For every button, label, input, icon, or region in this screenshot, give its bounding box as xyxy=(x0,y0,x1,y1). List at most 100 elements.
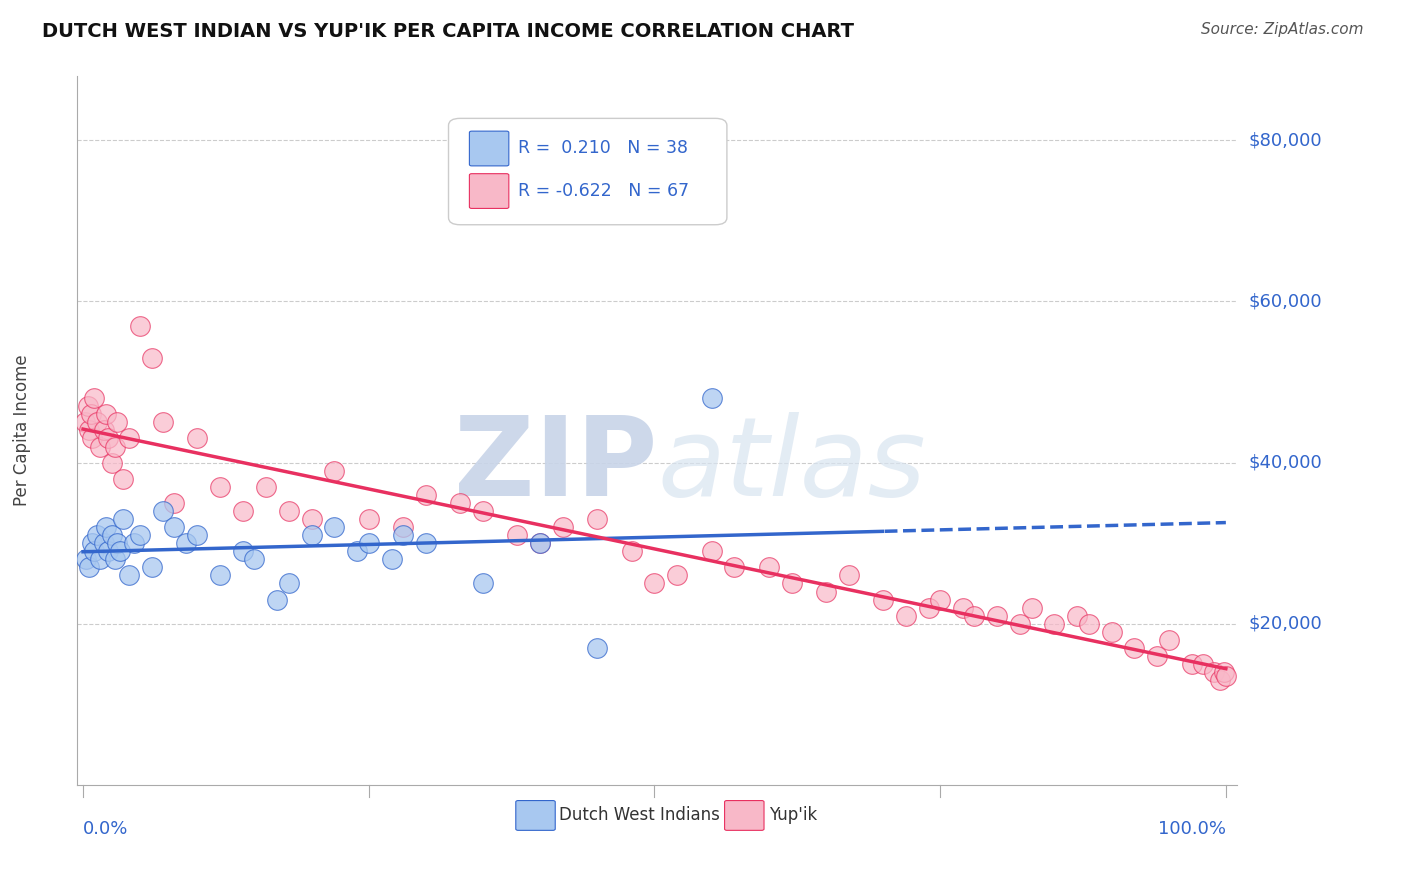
Point xyxy=(700,391,723,405)
FancyBboxPatch shape xyxy=(449,119,727,225)
Point xyxy=(506,528,529,542)
Point xyxy=(100,528,122,542)
Point xyxy=(666,568,689,582)
Point xyxy=(1123,640,1146,655)
Point xyxy=(186,528,208,542)
Text: Dutch West Indians: Dutch West Indians xyxy=(558,806,720,824)
Point xyxy=(77,560,100,574)
Point xyxy=(112,512,135,526)
Point xyxy=(952,600,974,615)
Point xyxy=(529,536,551,550)
Point xyxy=(243,552,266,566)
Point xyxy=(415,488,437,502)
Point xyxy=(758,560,780,574)
Point xyxy=(86,415,108,429)
Point xyxy=(104,552,127,566)
Point xyxy=(112,472,135,486)
Point xyxy=(1021,600,1043,615)
Text: DUTCH WEST INDIAN VS YUP'IK PER CAPITA INCOME CORRELATION CHART: DUTCH WEST INDIAN VS YUP'IK PER CAPITA I… xyxy=(42,22,855,41)
Point xyxy=(141,560,163,574)
Point xyxy=(780,576,803,591)
Point xyxy=(963,608,986,623)
Text: R = -0.622   N = 67: R = -0.622 N = 67 xyxy=(517,182,689,201)
Point xyxy=(1180,657,1202,671)
Point xyxy=(700,544,723,558)
Point xyxy=(1066,608,1088,623)
Point xyxy=(392,528,415,542)
Point xyxy=(232,504,254,518)
Point xyxy=(1043,616,1066,631)
Point xyxy=(105,415,128,429)
Point xyxy=(323,520,346,534)
Point xyxy=(301,528,323,542)
Point xyxy=(357,512,380,526)
Point xyxy=(586,512,609,526)
Point xyxy=(323,464,346,478)
Point xyxy=(254,480,277,494)
Point xyxy=(894,608,917,623)
Point xyxy=(1204,665,1226,680)
Point xyxy=(82,536,104,550)
Point xyxy=(301,512,323,526)
Text: $20,000: $20,000 xyxy=(1249,615,1322,632)
Point xyxy=(1146,648,1168,663)
FancyBboxPatch shape xyxy=(516,800,555,830)
Point xyxy=(80,407,103,421)
Text: R =  0.210   N = 38: R = 0.210 N = 38 xyxy=(517,139,688,157)
Point xyxy=(152,504,174,518)
Point xyxy=(277,576,299,591)
Point xyxy=(97,432,120,446)
Point xyxy=(163,520,186,534)
Point xyxy=(232,544,254,558)
Point xyxy=(814,584,837,599)
Point xyxy=(93,424,115,438)
Point xyxy=(986,608,1008,623)
FancyBboxPatch shape xyxy=(470,174,509,209)
FancyBboxPatch shape xyxy=(724,800,763,830)
Point xyxy=(163,496,186,510)
Point xyxy=(94,520,117,534)
Point xyxy=(1192,657,1215,671)
Point xyxy=(472,576,495,591)
Point xyxy=(86,528,108,542)
Point xyxy=(108,544,131,558)
Point xyxy=(620,544,643,558)
Point xyxy=(209,568,232,582)
Point xyxy=(346,544,368,558)
Point xyxy=(152,415,174,429)
Point xyxy=(89,552,111,566)
Point xyxy=(209,480,232,494)
Text: Per Capita Income: Per Capita Income xyxy=(13,355,31,506)
Point xyxy=(174,536,197,550)
Point xyxy=(529,536,551,550)
Point xyxy=(118,432,141,446)
Point xyxy=(357,536,380,550)
Point xyxy=(277,504,299,518)
Point xyxy=(77,424,100,438)
Text: Source: ZipAtlas.com: Source: ZipAtlas.com xyxy=(1201,22,1364,37)
Text: $40,000: $40,000 xyxy=(1249,454,1322,472)
Point xyxy=(449,496,471,510)
Text: Yup'ik: Yup'ik xyxy=(769,806,817,824)
Point xyxy=(1010,616,1032,631)
Point xyxy=(83,391,105,405)
Point xyxy=(124,536,146,550)
Point xyxy=(723,560,745,574)
Point xyxy=(1215,669,1237,683)
Point xyxy=(76,399,98,413)
Point xyxy=(89,440,111,454)
Point xyxy=(82,432,104,446)
FancyBboxPatch shape xyxy=(470,131,509,166)
Point xyxy=(105,536,128,550)
Point xyxy=(76,552,98,566)
Point xyxy=(1101,624,1123,639)
Point xyxy=(643,576,665,591)
Point xyxy=(97,544,120,558)
Text: 100.0%: 100.0% xyxy=(1159,820,1226,838)
Point xyxy=(93,536,115,550)
Point xyxy=(929,592,952,607)
Point xyxy=(872,592,894,607)
Point xyxy=(104,440,127,454)
Point xyxy=(75,415,97,429)
Point xyxy=(1077,616,1099,631)
